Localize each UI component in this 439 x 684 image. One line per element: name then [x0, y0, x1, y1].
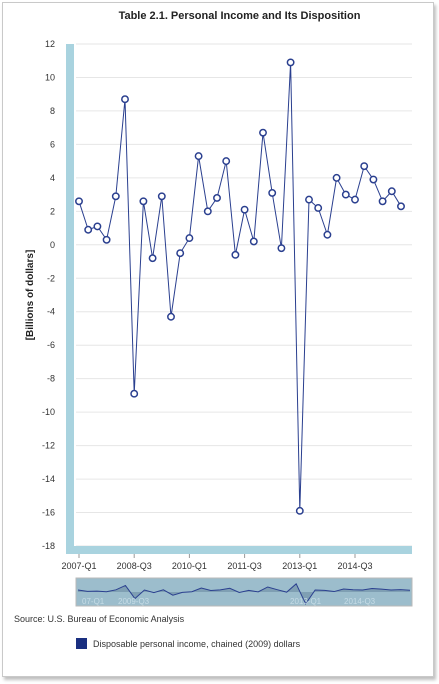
data-point[interactable] [332, 173, 341, 182]
x-tick-labels: 2007-Q1 2008-Q3 2010-Q1 2011-Q3 2013-Q1 2014-… [61, 554, 373, 571]
data-point[interactable] [75, 197, 83, 206]
data-point[interactable] [130, 389, 139, 398]
series-group [75, 58, 405, 515]
legend-label: Disposable personal income, chained (200… [93, 638, 301, 649]
x-tick-label: 2013-Q1 [282, 561, 317, 571]
y-tick-label: -16 [42, 508, 55, 518]
data-point[interactable] [222, 157, 231, 166]
y-tick-label: -14 [42, 474, 55, 484]
data-point[interactable] [167, 312, 175, 321]
x-tick-label: 2010-Q1 [172, 561, 207, 571]
data-point[interactable] [277, 244, 286, 253]
data-point[interactable] [203, 207, 212, 216]
source-note: Source: U.S. Bureau of Economic Analysis [14, 614, 185, 624]
y-axis-label: [Billions of dollars] [25, 250, 36, 341]
y-tick-label: 2 [50, 206, 55, 216]
data-point[interactable] [259, 128, 267, 137]
grid-lines [76, 43, 412, 547]
axes [66, 44, 412, 554]
data-point[interactable] [194, 152, 203, 161]
data-point[interactable] [387, 187, 396, 196]
y-tick-label: 0 [50, 240, 55, 250]
data-point[interactable] [213, 193, 221, 202]
legend[interactable]: Disposable personal income, chained (200… [76, 638, 300, 649]
y-tick-label: -18 [42, 541, 55, 551]
navigator-label: 2009-Q3 [118, 597, 150, 606]
x-tick-label: 2008-Q3 [117, 561, 152, 571]
series-line [78, 62, 402, 511]
x-tick-label: 2011-Q3 [227, 561, 261, 571]
data-point[interactable] [369, 175, 378, 184]
data-point[interactable] [111, 192, 120, 201]
data-point[interactable] [268, 188, 277, 197]
legend-swatch [76, 638, 87, 649]
data-point[interactable] [176, 249, 185, 258]
navigator-line [77, 583, 411, 605]
x-tick-label: 2014-Q3 [337, 561, 372, 571]
data-point[interactable] [286, 58, 295, 67]
navigator-frame [75, 577, 413, 607]
data-point[interactable] [148, 254, 157, 263]
y-tick-label: -6 [47, 340, 55, 350]
data-point[interactable] [185, 234, 194, 243]
data-point[interactable] [139, 197, 148, 206]
data-point[interactable] [295, 506, 304, 515]
chart-title: Table 2.1. Personal Income and Its Dispo… [118, 10, 361, 22]
data-point[interactable] [305, 195, 313, 204]
navigator: 07-Q1 2009-Q3 2013-Q1 2014-Q3 [75, 577, 413, 607]
y-tick-label: -4 [47, 307, 55, 317]
y-tick-label: 8 [50, 106, 55, 116]
x-tick-label: 2007-Q1 [61, 561, 96, 571]
y-tick-label: -12 [42, 441, 55, 451]
navigator-label: 2014-Q3 [344, 597, 376, 606]
y-tick-label: -8 [47, 374, 55, 384]
data-point[interactable] [249, 237, 258, 246]
y-tick-labels: 12 10 8 6 4 2 0 -2 -4 -6 -8 -10 -12 -14 -16 -18 [42, 39, 55, 551]
data-point[interactable] [397, 202, 405, 211]
y-tick-label: 4 [50, 173, 55, 183]
y-tick-label: -2 [47, 273, 55, 283]
data-point[interactable] [84, 225, 93, 234]
data-point[interactable] [121, 95, 129, 104]
y-tick-label: -10 [42, 407, 55, 417]
data-point[interactable] [360, 162, 369, 171]
x-axis-bar [66, 546, 412, 554]
data-point[interactable] [351, 195, 359, 204]
y-tick-label: 6 [50, 139, 55, 149]
data-point[interactable] [157, 192, 166, 201]
y-axis-bar [66, 44, 74, 552]
data-point[interactable] [314, 204, 323, 212]
data-point[interactable] [341, 190, 350, 199]
data-point[interactable] [240, 205, 249, 214]
y-tick-label: 10 [45, 72, 55, 82]
y-tick-label: 12 [45, 39, 55, 49]
navigator-label: 2013-Q1 [290, 597, 322, 606]
navigator-label: 07-Q1 [82, 597, 105, 606]
data-point[interactable] [93, 222, 102, 231]
data-point[interactable] [378, 197, 387, 206]
data-point[interactable] [102, 235, 111, 244]
data-point[interactable] [323, 230, 332, 239]
data-point[interactable] [231, 250, 240, 259]
